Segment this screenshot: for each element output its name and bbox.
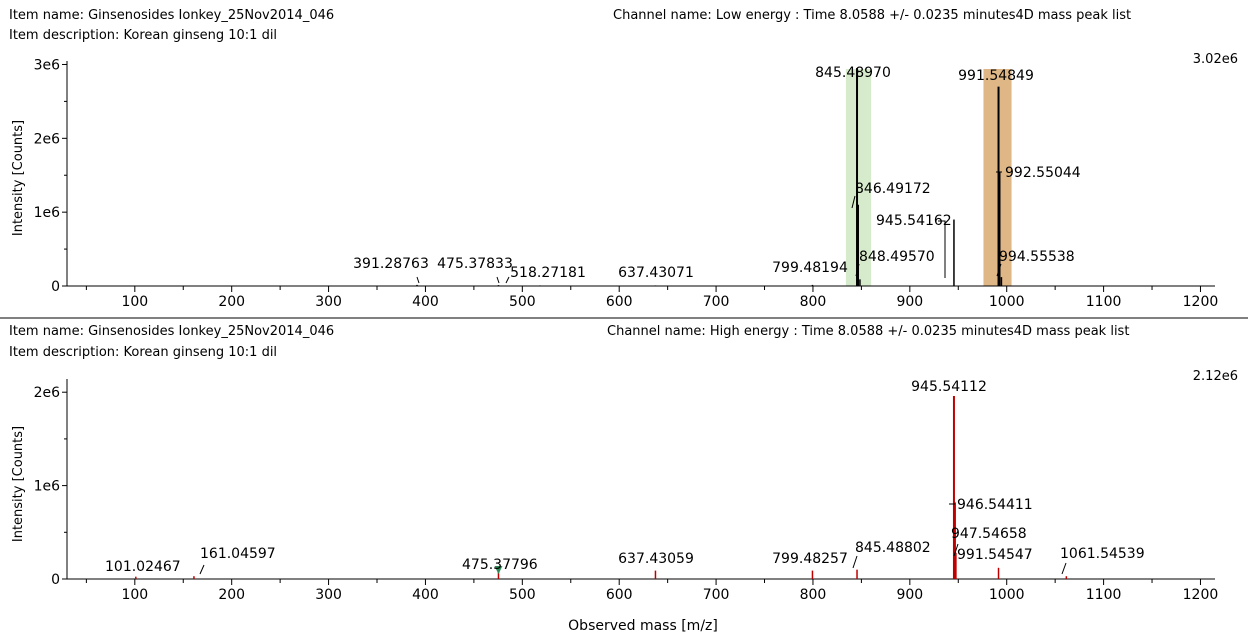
x-tick-label: 300 [315, 294, 342, 310]
peak-label: 992.55044 [1005, 165, 1081, 181]
y-tick-label: 1e6 [34, 205, 61, 221]
low-energy-spectrum: 100 200 300 400 500 600 700 800 900 1000 1100 1200 0… [34, 57, 1219, 310]
peak-label: 848.49570 [859, 249, 935, 265]
peak-label: 846.49172 [855, 181, 931, 197]
peak-label: 1061.54539 [1060, 546, 1145, 562]
peak-label: 994.55538 [999, 249, 1075, 265]
x-tick-label: 600 [606, 587, 633, 603]
high-energy-spectrum: 100 200 300 400 500 600 700 800 900 1000 1100 1200 0… [34, 379, 1219, 603]
x-tick-label: 1100 [1086, 587, 1122, 603]
x-tick-label: 1000 [989, 587, 1025, 603]
peak-marker-icon [494, 566, 503, 574]
x-tick-label: 700 [703, 587, 730, 603]
x-tick-label: 600 [606, 294, 633, 310]
x-tick-label: 800 [800, 294, 827, 310]
low-y-axis-title: Intensity [Counts] [11, 120, 26, 236]
high-item-name: Item name: Ginsenosides Ionkey_25Nov2014… [9, 324, 334, 339]
peak-label: 475.37833 [437, 256, 513, 272]
peak-label: 799.48194 [772, 260, 848, 276]
peak-label: 845.48802 [855, 540, 931, 556]
low-item-name: Item name: Ginsenosides Ionkey_25Nov2014… [9, 8, 334, 23]
peak-label: 391.28763 [353, 256, 429, 272]
peak-label: 799.48257 [772, 551, 848, 567]
low-max-intensity: 3.02e6 [1193, 52, 1238, 67]
high-y-axis-title: Intensity [Counts] [11, 426, 26, 542]
high-channel-name: Channel name: High energy : Time 8.0588 … [607, 324, 1129, 339]
peak-label: 947.54658 [951, 526, 1027, 542]
y-tick-label: 2e6 [34, 385, 61, 401]
peak-label-leader [416, 276, 420, 284]
peak-label-leader [1061, 562, 1067, 575]
x-tick-label: 200 [218, 294, 245, 310]
high-max-intensity: 2.12e6 [1193, 369, 1238, 384]
peak-label-leader [953, 543, 959, 557]
x-tick-label: 100 [121, 294, 148, 310]
peak-label: 475.37796 [462, 557, 538, 573]
x-tick-label: 1200 [1183, 294, 1219, 310]
y-tick-label: 2e6 [34, 131, 61, 147]
y-tick-label: 1e6 [34, 479, 61, 495]
low-item-description: Item description: Korean ginseng 10:1 di… [9, 28, 277, 43]
peak-label: 991.54547 [957, 547, 1033, 563]
peak-label-leader [938, 220, 946, 278]
x-tick-label: 1000 [989, 294, 1025, 310]
x-tick-label: 1100 [1086, 294, 1122, 310]
y-tick-label: 3e6 [34, 57, 61, 73]
y-tick-label: 0 [51, 572, 60, 588]
high-item-description: Item description: Korean ginseng 10:1 di… [9, 345, 277, 360]
peak-label: 845.48970 [815, 65, 891, 81]
x-tick-label: 300 [315, 587, 342, 603]
x-tick-label: 400 [412, 587, 439, 603]
peak-label-leader [199, 564, 205, 575]
peak-label: 945.54162 [876, 213, 952, 229]
x-tick-label: 800 [800, 587, 827, 603]
peak-label-leader [855, 263, 860, 277]
x-tick-label: 100 [121, 587, 148, 603]
peak-label-leader [496, 276, 500, 284]
low-channel-name: Channel name: Low energy : Time 8.0588 +… [613, 8, 1131, 23]
peak-label: 101.02467 [105, 559, 181, 575]
peak-label: 637.43071 [618, 265, 694, 281]
peak-label: 161.04597 [200, 546, 276, 562]
peak-label: 945.54112 [911, 379, 987, 395]
peak-label: 518.27181 [510, 265, 586, 281]
peak-label: 946.54411 [957, 497, 1033, 513]
peak-label: 991.54849 [958, 68, 1034, 84]
peak-label-leader [851, 195, 856, 209]
x-tick-label: 900 [896, 587, 923, 603]
x-tick-label: 1200 [1183, 587, 1219, 603]
y-tick-label: 0 [51, 279, 60, 295]
x-tick-label: 900 [896, 294, 923, 310]
x-tick-label: 500 [509, 294, 536, 310]
peak-label-leader [505, 276, 510, 284]
x-tick-label: 500 [509, 587, 536, 603]
x-tick-label: 400 [412, 294, 439, 310]
x-tick-label: 700 [703, 294, 730, 310]
peak-label-leader [852, 555, 858, 569]
peak-label: 637.43059 [618, 551, 694, 567]
x-axis-title: Observed mass [m/z] [568, 618, 718, 633]
x-tick-label: 200 [218, 587, 245, 603]
peak-highlight-band [983, 69, 1012, 286]
peak-label-leader [996, 263, 1002, 277]
